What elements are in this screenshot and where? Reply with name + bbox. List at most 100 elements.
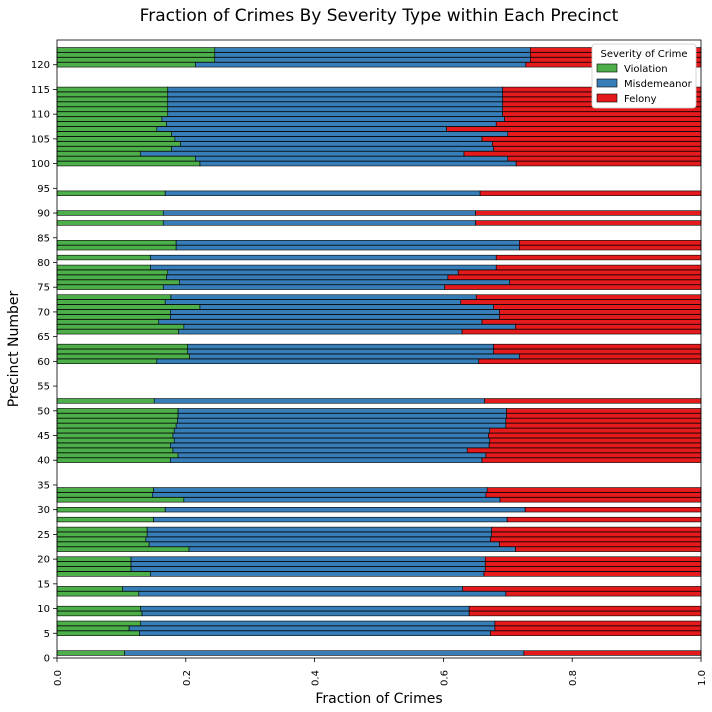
bar-felony-precinct-101 bbox=[507, 156, 702, 162]
bar-misdemeanor-precinct-18 bbox=[130, 566, 486, 572]
bar-felony-precinct-60 bbox=[478, 358, 702, 365]
bar-violation-precinct-84 bbox=[56, 240, 177, 246]
bar-violation-precinct-101 bbox=[56, 156, 196, 162]
bar-misdemeanor-precinct-26 bbox=[146, 526, 493, 533]
bar-felony-precinct-24 bbox=[490, 536, 702, 542]
bar-misdemeanor-precinct-46 bbox=[173, 427, 491, 434]
bar-violation-precinct-113 bbox=[56, 96, 169, 102]
y-tick-label: 5 bbox=[44, 629, 50, 640]
plot-area bbox=[56, 47, 702, 656]
bar-violation-precinct-20 bbox=[56, 556, 132, 562]
bar-violation-precinct-69 bbox=[56, 314, 171, 320]
bar-violation-precinct-121 bbox=[56, 57, 216, 63]
bar-violation-precinct-26 bbox=[56, 526, 148, 533]
bar-felony-precinct-90 bbox=[475, 210, 702, 216]
bar-violation-precinct-114 bbox=[56, 91, 169, 98]
bar-violation-precinct-33 bbox=[56, 492, 153, 498]
bar-violation-precinct-66 bbox=[56, 329, 180, 335]
bar-misdemeanor-precinct-22 bbox=[188, 546, 516, 552]
bar-misdemeanor-precinct-115 bbox=[167, 86, 503, 93]
legend-title: Severity of Crime bbox=[600, 49, 687, 60]
bar-misdemeanor-precinct-112 bbox=[167, 101, 503, 107]
bar-violation-precinct-108 bbox=[56, 121, 167, 127]
bar-misdemeanor-precinct-5 bbox=[139, 630, 491, 636]
bar-felony-precinct-48 bbox=[505, 418, 702, 424]
bar-felony-precinct-34 bbox=[486, 487, 702, 493]
bar-felony-precinct-30 bbox=[524, 507, 702, 513]
y-tick-label: 95 bbox=[37, 184, 50, 195]
bar-misdemeanor-precinct-41 bbox=[177, 452, 487, 458]
bar-misdemeanor-precinct-108 bbox=[166, 121, 497, 127]
y-tick-label: 70 bbox=[37, 307, 50, 318]
bar-felony-precinct-78 bbox=[457, 269, 702, 276]
bar-misdemeanor-precinct-110 bbox=[167, 111, 503, 117]
bar-misdemeanor-precinct-100 bbox=[199, 160, 517, 167]
bar-misdemeanor-precinct-77 bbox=[166, 274, 449, 280]
bar-misdemeanor-precinct-79 bbox=[150, 264, 497, 271]
bar-felony-precinct-1 bbox=[523, 650, 702, 656]
bar-misdemeanor-precinct-7 bbox=[140, 620, 496, 627]
bar-violation-precinct-24 bbox=[56, 536, 147, 542]
bar-violation-precinct-60 bbox=[56, 358, 158, 365]
bar-misdemeanor-precinct-76 bbox=[179, 279, 511, 285]
bar-felony-precinct-49 bbox=[506, 413, 702, 419]
bar-misdemeanor-precinct-52 bbox=[153, 398, 485, 404]
bar-misdemeanor-precinct-111 bbox=[167, 106, 503, 112]
bar-violation-precinct-106 bbox=[56, 131, 172, 137]
bar-misdemeanor-precinct-120 bbox=[195, 62, 527, 68]
x-axis: 0.0 0.2 0.4 0.6 0.8 1.0 bbox=[53, 658, 708, 686]
x-tick-label: 0.8 bbox=[568, 670, 579, 686]
bar-misdemeanor-precinct-50 bbox=[177, 408, 507, 414]
bar-violation-precinct-42 bbox=[56, 447, 174, 453]
bar-felony-precinct-25 bbox=[491, 531, 702, 538]
bar-misdemeanor-precinct-122 bbox=[214, 52, 531, 58]
bar-felony-precinct-52 bbox=[484, 398, 702, 404]
x-tick-label: 0.0 bbox=[53, 670, 64, 686]
bar-felony-precinct-76 bbox=[509, 279, 702, 285]
y-tick-label: 120 bbox=[31, 60, 50, 71]
bar-felony-precinct-6 bbox=[494, 625, 702, 631]
bar-felony-precinct-62 bbox=[493, 348, 702, 355]
bar-misdemeanor-precinct-44 bbox=[173, 437, 491, 444]
bar-felony-precinct-77 bbox=[447, 274, 702, 280]
bar-felony-precinct-43 bbox=[488, 442, 702, 449]
y-tick-label: 20 bbox=[37, 555, 50, 566]
bar-misdemeanor-precinct-103 bbox=[171, 146, 494, 152]
y-tick-label: 10 bbox=[37, 604, 50, 615]
bar-felony-precinct-108 bbox=[495, 121, 702, 127]
bar-felony-precinct-41 bbox=[485, 452, 702, 458]
bar-violation-precinct-94 bbox=[56, 190, 166, 196]
bar-violation-precinct-67 bbox=[56, 324, 185, 330]
bar-misdemeanor-precinct-81 bbox=[150, 254, 497, 261]
bar-felony-precinct-103 bbox=[493, 146, 702, 152]
bar-violation-precinct-48 bbox=[56, 418, 178, 424]
bar-violation-precinct-78 bbox=[56, 269, 169, 276]
bar-misdemeanor-precinct-73 bbox=[170, 294, 477, 300]
bar-violation-precinct-13 bbox=[56, 591, 140, 597]
bar-felony-precinct-102 bbox=[463, 151, 702, 157]
bar-felony-precinct-61 bbox=[519, 353, 702, 360]
bar-misdemeanor-precinct-114 bbox=[167, 91, 503, 98]
bar-violation-precinct-49 bbox=[56, 413, 179, 419]
bar-felony-precinct-46 bbox=[489, 427, 702, 434]
bar-misdemeanor-precinct-24 bbox=[145, 536, 491, 542]
bar-violation-precinct-76 bbox=[56, 279, 180, 285]
bar-felony-precinct-81 bbox=[495, 254, 702, 261]
x-tick-label: 0.4 bbox=[311, 670, 322, 686]
bar-misdemeanor-precinct-10 bbox=[140, 605, 470, 612]
bar-misdemeanor-precinct-30 bbox=[164, 507, 526, 513]
bar-violation-precinct-71 bbox=[56, 304, 201, 310]
bar-violation-precinct-110 bbox=[56, 111, 169, 117]
bar-violation-precinct-44 bbox=[56, 437, 175, 444]
y-tick-label: 30 bbox=[37, 505, 50, 516]
bar-violation-precinct-22 bbox=[56, 546, 190, 552]
bar-violation-precinct-41 bbox=[56, 452, 179, 458]
bar-misdemeanor-precinct-88 bbox=[162, 220, 476, 226]
bar-felony-precinct-88 bbox=[475, 220, 702, 226]
bar-felony-precinct-22 bbox=[515, 546, 702, 552]
legend-swatch-felony bbox=[596, 93, 618, 103]
bar-violation-precinct-34 bbox=[56, 487, 154, 493]
bar-felony-precinct-17 bbox=[483, 571, 702, 577]
bar-violation-precinct-61 bbox=[56, 353, 190, 360]
bar-felony-precinct-7 bbox=[494, 620, 702, 627]
